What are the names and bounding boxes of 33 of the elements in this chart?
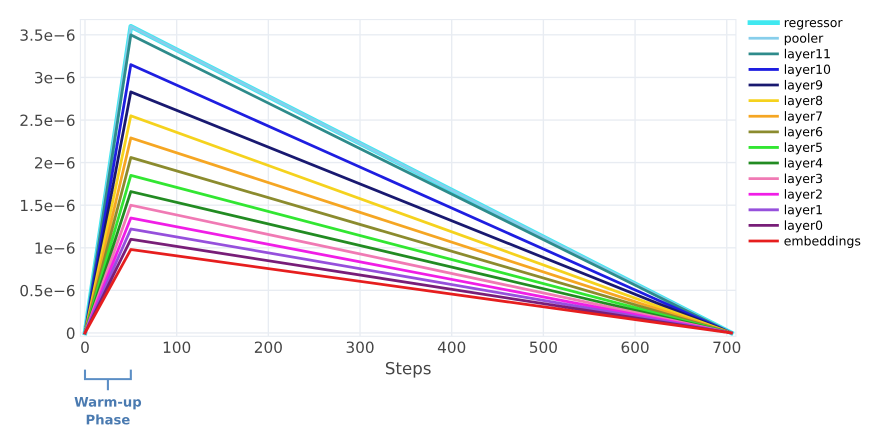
- x-tick-label: 700: [713, 341, 740, 354]
- x-tick-label: 600: [622, 341, 649, 354]
- y-tick-label: 2.5e−6: [20, 114, 75, 126]
- legend-label: layer0: [784, 220, 822, 232]
- y-tick-label: 3e−6: [35, 72, 75, 84]
- legend-label: layer7: [784, 111, 822, 124]
- legend-label: layer10: [784, 64, 830, 76]
- y-tick-label: 1e−6: [36, 242, 75, 254]
- legend-label: layer5: [784, 142, 822, 154]
- legend-label: layer3: [784, 174, 822, 186]
- y-tick-label: 3.5e−6: [20, 29, 75, 41]
- x-tick-label: 100: [164, 341, 190, 354]
- legend-label: layer11: [784, 48, 830, 61]
- legend-label: layer8: [784, 96, 822, 108]
- x-tick-label: 500: [530, 341, 557, 354]
- x-tick-label: 300: [346, 341, 374, 354]
- legend-label: embeddings: [784, 236, 860, 248]
- x-tick-label: 400: [438, 341, 466, 354]
- text: Warm-up Phase: [74, 396, 142, 425]
- legend-label: layer2: [784, 189, 822, 202]
- y-tick-label: 1.5e−6: [21, 200, 75, 212]
- x-axis-title: Steps: [386, 362, 431, 378]
- legend-label: layer1: [784, 204, 822, 217]
- legend-label: layer9: [784, 80, 822, 92]
- legend-label: regressor: [784, 20, 843, 30]
- y-tick-label: 0: [66, 327, 75, 339]
- y-tick-label: 2e−6: [35, 157, 75, 169]
- x-tick-label: 200: [254, 341, 282, 354]
- legend-label: layer4: [784, 158, 822, 170]
- x-tick-label: 0: [81, 341, 89, 354]
- legend-label: pooler: [784, 33, 824, 46]
- legend-label: layer6: [784, 126, 822, 139]
- y-tick-label: 0.5e−6: [20, 284, 75, 296]
